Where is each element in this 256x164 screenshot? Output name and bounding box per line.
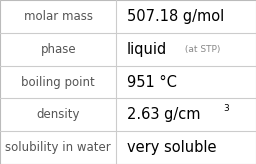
Text: molar mass: molar mass — [24, 10, 93, 23]
Text: density: density — [37, 108, 80, 121]
Text: 3: 3 — [223, 104, 229, 113]
Text: (at STP): (at STP) — [183, 45, 221, 54]
Text: boiling point: boiling point — [21, 75, 95, 89]
Text: liquid: liquid — [127, 42, 167, 57]
Text: 951 °C: 951 °C — [127, 74, 177, 90]
Text: 2.63 g/cm: 2.63 g/cm — [127, 107, 200, 122]
Text: 507.18 g/mol: 507.18 g/mol — [127, 9, 224, 24]
Text: solubility in water: solubility in water — [5, 141, 111, 154]
Text: phase: phase — [40, 43, 76, 56]
Text: very soluble: very soluble — [127, 140, 216, 155]
